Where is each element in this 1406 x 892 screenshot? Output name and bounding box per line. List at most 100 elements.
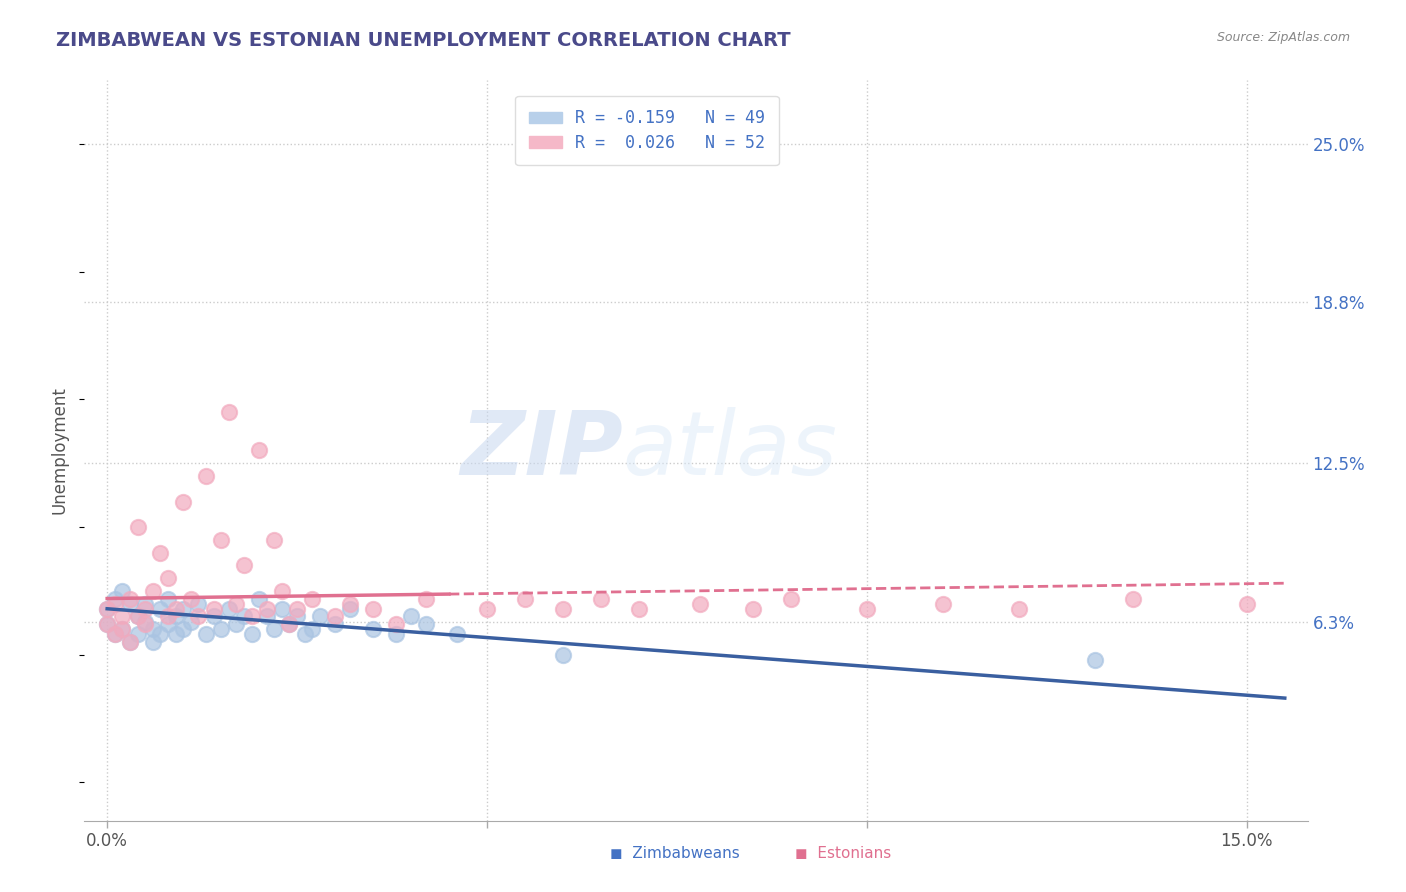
- Point: [104, 627, 127, 641]
- Point: [232, 609, 254, 624]
- Point: [1122, 591, 1144, 606]
- Point: [202, 609, 225, 624]
- Point: [415, 617, 437, 632]
- Point: [149, 545, 172, 559]
- Point: [225, 597, 247, 611]
- Point: [218, 601, 240, 615]
- Point: [142, 583, 165, 598]
- Text: atlas: atlas: [623, 408, 838, 493]
- Point: [156, 571, 179, 585]
- Point: [263, 533, 285, 547]
- Point: [689, 597, 711, 611]
- Point: [209, 533, 232, 547]
- Point: [301, 622, 323, 636]
- Point: [104, 627, 127, 641]
- Point: [339, 597, 361, 611]
- Point: [225, 617, 247, 632]
- Point: [415, 591, 437, 606]
- Point: [149, 627, 172, 641]
- Point: [247, 443, 270, 458]
- Point: [96, 601, 118, 615]
- Point: [256, 601, 278, 615]
- Point: [780, 591, 803, 606]
- Point: [294, 627, 316, 641]
- Point: [194, 469, 217, 483]
- Point: [111, 622, 134, 636]
- Point: [1008, 601, 1031, 615]
- Point: [301, 591, 323, 606]
- Point: [127, 520, 149, 534]
- Point: [165, 609, 187, 624]
- Point: [270, 583, 292, 598]
- Point: [165, 627, 187, 641]
- Point: [156, 609, 179, 624]
- Point: [96, 617, 118, 632]
- Point: [240, 627, 263, 641]
- Point: [399, 609, 422, 624]
- Point: [202, 601, 225, 615]
- Point: [513, 591, 536, 606]
- Point: [134, 597, 156, 611]
- Text: ZIP: ZIP: [460, 407, 623, 494]
- Text: ◼  Estonians: ◼ Estonians: [796, 846, 891, 861]
- Point: [127, 609, 149, 624]
- Point: [856, 601, 879, 615]
- Point: [165, 601, 187, 615]
- Point: [247, 591, 270, 606]
- Point: [149, 601, 172, 615]
- Point: [111, 622, 134, 636]
- Point: [156, 591, 179, 606]
- Point: [172, 622, 194, 636]
- Point: [551, 648, 574, 662]
- Point: [475, 601, 498, 615]
- Point: [323, 609, 346, 624]
- Point: [446, 627, 468, 641]
- Point: [111, 609, 134, 624]
- Point: [1084, 653, 1107, 667]
- Point: [194, 627, 217, 641]
- Point: [187, 609, 209, 624]
- Point: [339, 601, 361, 615]
- Point: [1236, 597, 1258, 611]
- Point: [134, 615, 156, 629]
- Point: [104, 591, 127, 606]
- Text: Source: ZipAtlas.com: Source: ZipAtlas.com: [1216, 31, 1350, 45]
- Point: [385, 617, 408, 632]
- Point: [323, 617, 346, 632]
- Point: [134, 617, 156, 632]
- Point: [240, 609, 263, 624]
- Point: [278, 617, 301, 632]
- Point: [270, 601, 292, 615]
- Point: [187, 597, 209, 611]
- Point: [96, 601, 118, 615]
- Legend: R = -0.159   N = 49, R =  0.026   N = 52: R = -0.159 N = 49, R = 0.026 N = 52: [516, 96, 779, 165]
- Point: [209, 622, 232, 636]
- Point: [627, 601, 650, 615]
- Point: [118, 597, 141, 611]
- Point: [256, 609, 278, 624]
- Point: [385, 627, 408, 641]
- Point: [589, 591, 612, 606]
- Point: [142, 622, 165, 636]
- Text: ZIMBABWEAN VS ESTONIAN UNEMPLOYMENT CORRELATION CHART: ZIMBABWEAN VS ESTONIAN UNEMPLOYMENT CORR…: [56, 31, 790, 50]
- Point: [156, 617, 179, 632]
- Point: [96, 617, 118, 632]
- Point: [118, 635, 141, 649]
- Point: [285, 601, 308, 615]
- Point: [172, 601, 194, 615]
- Point: [932, 597, 955, 611]
- Point: [180, 591, 202, 606]
- Point: [142, 635, 165, 649]
- Point: [278, 617, 301, 632]
- Y-axis label: Unemployment: Unemployment: [51, 386, 69, 515]
- Point: [127, 627, 149, 641]
- Point: [361, 601, 384, 615]
- Point: [263, 622, 285, 636]
- Point: [180, 615, 202, 629]
- Point: [218, 405, 240, 419]
- Point: [127, 609, 149, 624]
- Point: [104, 597, 127, 611]
- Point: [551, 601, 574, 615]
- Point: [232, 558, 254, 573]
- Point: [172, 494, 194, 508]
